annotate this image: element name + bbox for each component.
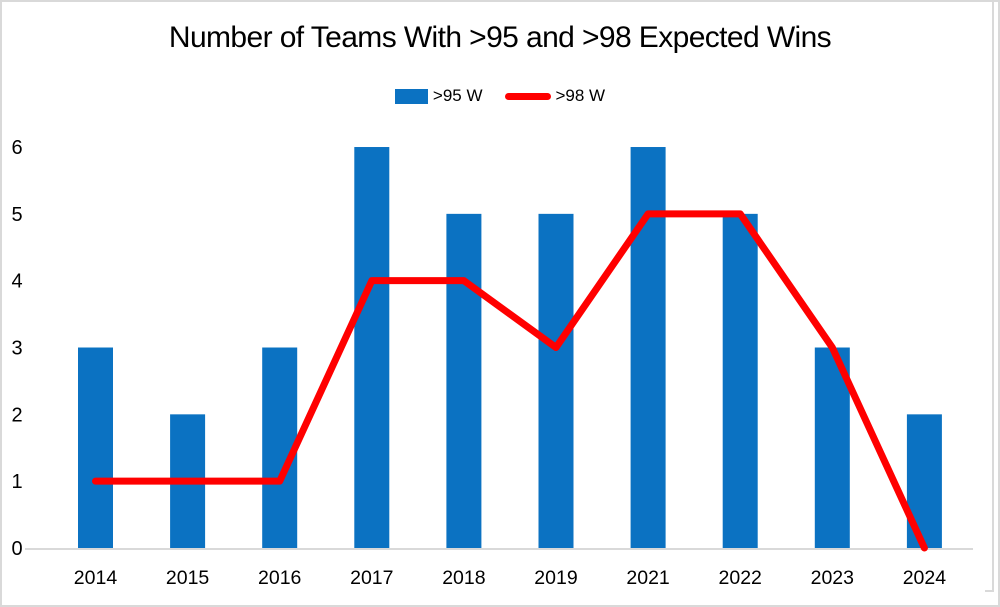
x-axis-label-2016: 2016	[258, 567, 301, 589]
bar-2021	[630, 147, 666, 548]
y-tick-label-2: 2	[11, 404, 22, 426]
bar-2014	[78, 347, 113, 548]
x-axis-label-2019: 2019	[534, 567, 577, 589]
y-tick-label-4: 4	[11, 271, 22, 293]
line-98w	[92, 210, 928, 552]
y-tick-label-5: 5	[11, 204, 22, 226]
x-axis-label-2023: 2023	[811, 567, 854, 589]
legend-item-bar-series: >95 W	[394, 86, 483, 106]
x-axis-label-2021: 2021	[626, 567, 669, 589]
x-axis-label-2018: 2018	[442, 567, 485, 589]
x-axis-label-2014: 2014	[74, 567, 118, 589]
bar-2017	[354, 147, 390, 548]
x-axis-label-2017: 2017	[350, 567, 393, 589]
bar-2022	[722, 213, 758, 548]
window-edge-corner	[985, 590, 994, 592]
y-tick-label-1: 1	[11, 471, 22, 493]
legend-swatch-bar	[394, 88, 428, 104]
x-axis-label-2024: 2024	[903, 567, 947, 589]
legend-label-line: >98 W	[555, 86, 606, 105]
y-tick-label-3: 3	[11, 338, 22, 360]
bar-2018	[446, 213, 482, 548]
legend: >95 W >98 W	[2, 86, 998, 106]
y-tick-label-6: 6	[11, 137, 22, 159]
y-tick-label-0: 0	[11, 538, 22, 560]
legend-swatch-line	[504, 92, 551, 100]
window-edge-line	[992, 2, 994, 590]
x-axis-label-2022: 2022	[719, 567, 762, 589]
legend-item-line-series: >98 W	[504, 86, 606, 106]
x-axis-label-2015: 2015	[166, 567, 210, 589]
chart-title: Number of Teams With >95 and >98 Expecte…	[168, 21, 832, 54]
bar-2019	[538, 213, 574, 548]
legend-label-bar: >95 W	[432, 86, 483, 105]
